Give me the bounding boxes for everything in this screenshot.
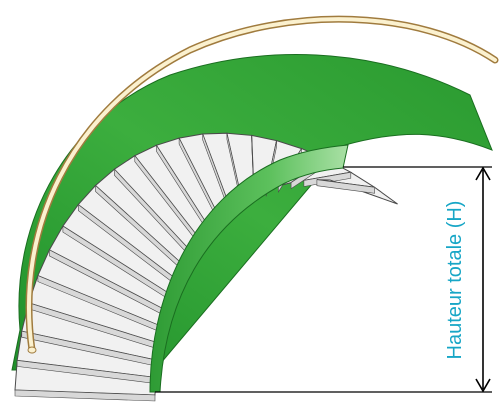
stair-riser [14,389,156,402]
height-arrow-top [475,166,491,181]
height-label: Hauteur totale (H) [444,201,466,360]
inner-stringer [149,144,349,393]
stair-riser [316,179,375,194]
handrail-highlight [27,17,497,352]
height-arrow-bottom [475,378,491,393]
stair-riser [303,171,352,187]
handrail-end-cap [27,346,37,354]
